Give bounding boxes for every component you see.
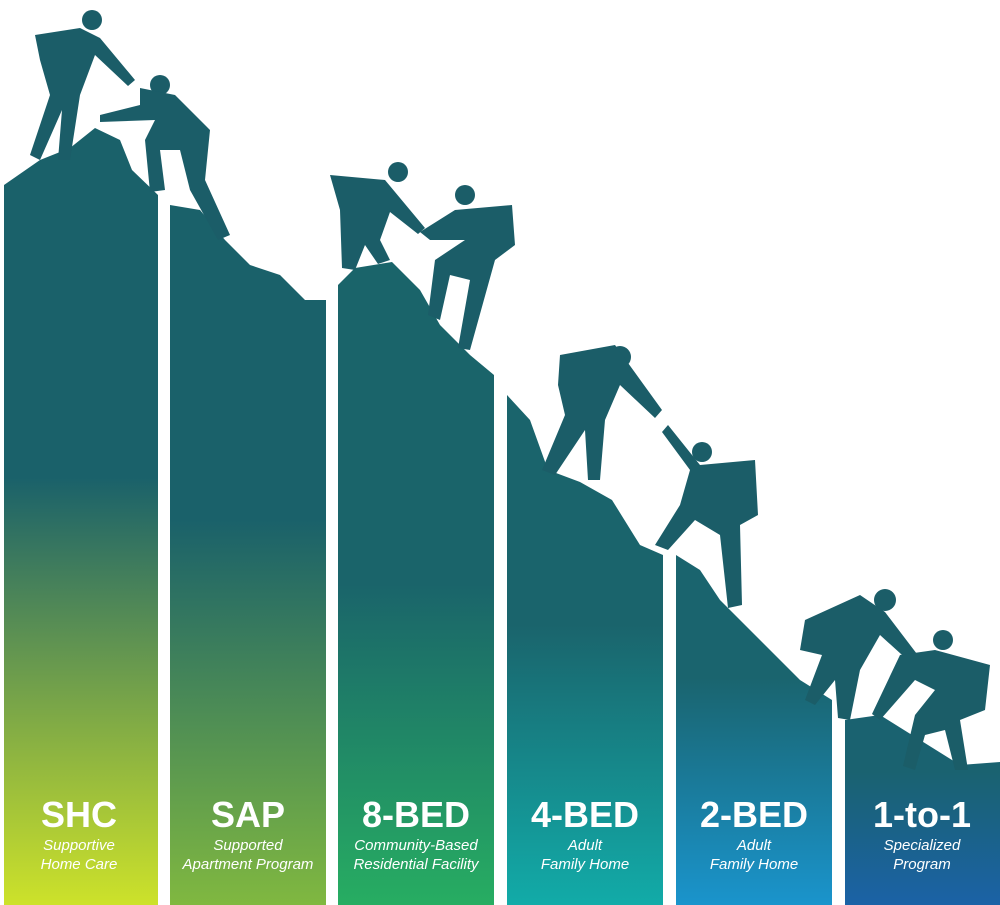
climber [420, 205, 515, 350]
column [845, 715, 1000, 905]
climber-head [874, 589, 896, 611]
climber-head [455, 185, 475, 205]
column-subtitle: Adult [567, 837, 603, 854]
column-subtitle: Supported [213, 837, 283, 854]
column-subtitle: Home Care [41, 856, 118, 873]
climber-head [150, 75, 170, 95]
columns [4, 128, 1000, 905]
column-subtitle: Residential Facility [353, 856, 480, 873]
column-subtitle: Specialized [884, 837, 961, 854]
column-subtitle: Adult [736, 837, 772, 854]
labels: SHC Supportive Home Care SAP Supported Apartm… [41, 794, 971, 873]
climber [655, 425, 758, 608]
climber-head [933, 630, 953, 650]
column [338, 262, 494, 905]
climbers [30, 10, 990, 770]
column-subtitle: Apartment Program [182, 856, 314, 873]
climber [30, 28, 135, 160]
climber [100, 88, 230, 240]
column-subtitle: Community-Based [354, 837, 478, 854]
column [170, 205, 326, 905]
climber [330, 175, 425, 270]
column-subtitle: Program [893, 856, 951, 873]
column [676, 555, 832, 905]
climber [872, 650, 990, 770]
column-subtitle: Supportive [43, 837, 115, 854]
climber-head [388, 162, 408, 182]
column-subtitle: Family Home [541, 856, 629, 873]
climber-head [692, 442, 712, 462]
column [507, 395, 663, 905]
column-title: SAP [211, 794, 285, 835]
column [4, 128, 158, 905]
column-title: 2-BED [700, 794, 808, 835]
column-subtitle: Family Home [710, 856, 798, 873]
climber [800, 595, 920, 720]
column-title: SHC [41, 794, 117, 835]
column-title: 4-BED [531, 794, 639, 835]
column-title: 8-BED [362, 794, 470, 835]
column-title: 1-to-1 [873, 794, 971, 835]
climber [542, 345, 662, 480]
climber-head [82, 10, 102, 30]
